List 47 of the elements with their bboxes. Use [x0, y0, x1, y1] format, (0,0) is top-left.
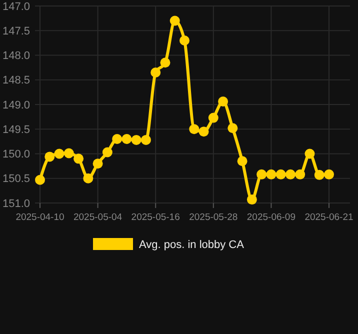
- x-tick-label: 2025-05-04: [73, 212, 122, 223]
- point: [64, 148, 74, 158]
- legend-label: Avg. pos. in lobby CA: [139, 238, 245, 251]
- point: [74, 154, 84, 164]
- y-tick-label: 151.0: [2, 198, 30, 210]
- point: [102, 147, 112, 158]
- point: [140, 134, 151, 145]
- x-tick-label: 2025-06-09: [246, 212, 296, 223]
- y-tick-label: 150.0: [2, 148, 30, 161]
- point: [112, 134, 122, 144]
- point: [189, 124, 200, 134]
- point: [208, 112, 218, 123]
- point: [237, 156, 248, 166]
- x-tick-label: 2025-05-28: [189, 212, 238, 223]
- point: [314, 170, 324, 180]
- point: [170, 16, 180, 26]
- y-tick-label: 148.0: [2, 50, 30, 62]
- point: [122, 134, 132, 144]
- point: [92, 158, 103, 169]
- x-tick-label: 2025-05-16: [131, 212, 180, 223]
- point: [35, 174, 45, 185]
- point: [160, 58, 170, 68]
- point: [246, 194, 257, 205]
- y-tick-label: 148.5: [2, 74, 30, 87]
- point: [44, 152, 55, 162]
- point: [131, 134, 142, 145]
- x-tick-label: 2025-04-10: [16, 212, 64, 223]
- point: [228, 123, 238, 134]
- point: [324, 169, 334, 180]
- point: [218, 96, 228, 107]
- y-tick-label: 149.0: [2, 99, 30, 112]
- y-tick-label: 150.5: [2, 173, 30, 186]
- x-tick-label: 2025-06-21: [304, 212, 354, 223]
- point: [285, 169, 296, 180]
- point: [266, 169, 276, 180]
- point: [198, 126, 209, 137]
- point: [256, 169, 267, 180]
- point: [276, 169, 286, 180]
- point: [150, 67, 161, 78]
- y-tick-label: 147.0: [2, 0, 30, 13]
- point: [304, 148, 315, 159]
- point: [295, 169, 306, 180]
- point: [83, 173, 94, 184]
- y-tick-label: 147.5: [2, 25, 30, 38]
- y-tick-label: 149.5: [2, 124, 30, 136]
- point: [180, 35, 190, 46]
- point: [54, 148, 64, 159]
